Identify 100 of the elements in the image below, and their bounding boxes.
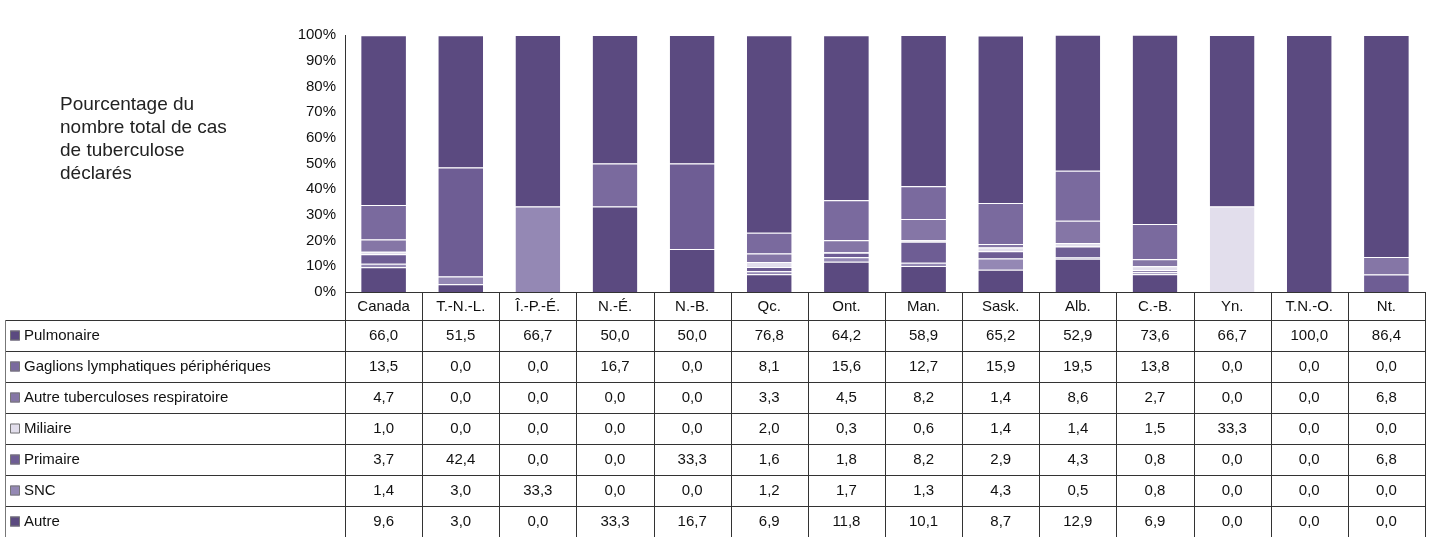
data-label: 58,9: [908, 325, 939, 343]
data-label: 2,9: [990, 449, 1012, 467]
data-label: 0,0: [1298, 480, 1320, 498]
y-tick-label: 60%: [305, 127, 336, 145]
x-tick-label: T.-N.-L.: [436, 297, 486, 315]
data-label: 0,0: [450, 387, 472, 405]
y-tick-label: 40%: [305, 179, 336, 197]
data-label: 3,0: [450, 511, 472, 529]
data-label: 1,4: [990, 418, 1012, 436]
y-tick-label: 100%: [297, 25, 336, 43]
data-label: 1,4: [373, 480, 394, 498]
data-label: 0,0: [1221, 449, 1243, 467]
data-label: 8,6: [1067, 387, 1089, 405]
data-label: 3,0: [450, 480, 472, 498]
data-label: 0,0: [1376, 480, 1397, 498]
y-tick-label: 80%: [305, 76, 336, 94]
data-label: 0,0: [527, 418, 549, 436]
data-label: 13,5: [368, 356, 399, 374]
data-label: 0,0: [604, 387, 626, 405]
data-label: 4,3: [1067, 449, 1089, 467]
legend-label: SNC: [24, 480, 56, 498]
data-label: 16,7: [677, 511, 707, 529]
data-label: 8,2: [913, 387, 934, 405]
data-label: 33,3: [600, 511, 630, 529]
data-label: 0,3: [836, 418, 857, 436]
data-label: 0,0: [1221, 356, 1243, 374]
data-label: 0,0: [1376, 356, 1397, 374]
x-tick-label: Man.: [906, 297, 941, 315]
data-label: 50,0: [677, 325, 707, 343]
data-label: 0,0: [1298, 511, 1320, 529]
data-label: 76,8: [754, 325, 784, 343]
x-tick-label: Î.-P.-É.: [514, 297, 561, 315]
data-label: 0,0: [604, 449, 626, 467]
data-label: 1,7: [836, 480, 857, 498]
data-label: 8,2: [913, 449, 934, 467]
data-label: 0,0: [1298, 356, 1320, 374]
y-tick-label: 90%: [305, 50, 336, 68]
data-label: 42,4: [446, 449, 476, 467]
data-label: 1,0: [373, 418, 394, 436]
legend-label: Miliaire: [24, 418, 72, 436]
data-label: 0,0: [527, 449, 549, 467]
data-label: 0,0: [681, 387, 703, 405]
data-label: 6,9: [1144, 511, 1166, 529]
data-label: 6,8: [1376, 387, 1397, 405]
data-label: 0,0: [604, 418, 626, 436]
data-label: 0,0: [450, 356, 472, 374]
data-label: 2,0: [758, 418, 780, 436]
data-label: 0,0: [681, 480, 703, 498]
data-label: 2,7: [1144, 387, 1166, 405]
data-label: 6,9: [758, 511, 780, 529]
data-label: 3,3: [758, 387, 780, 405]
x-tick-label: Qc.: [757, 297, 781, 315]
x-tick-label: C.-B.: [1137, 297, 1173, 315]
data-label: 4,3: [990, 480, 1012, 498]
y-tick-label: 30%: [305, 205, 336, 223]
data-label: 1,6: [758, 449, 780, 467]
data-label: 33,3: [1217, 418, 1247, 436]
legend-label: Autre tuberculoses respiratoire: [24, 387, 229, 405]
y-tick-label: 70%: [305, 102, 336, 120]
y-tick-label: 20%: [305, 230, 336, 248]
data-label: 86,4: [1371, 325, 1402, 343]
x-tick-label: N.-É.: [597, 297, 633, 315]
x-tick-label: Sask.: [981, 297, 1020, 315]
data-label: 51,5: [446, 325, 476, 343]
data-label: 0,0: [681, 418, 703, 436]
x-tick-label: Alb.: [1064, 297, 1091, 315]
data-label: 0,0: [527, 387, 549, 405]
data-label: 4,5: [836, 387, 857, 405]
y-tick-label: 10%: [305, 256, 336, 274]
data-label: 8,7: [990, 511, 1012, 529]
data-label: 8,1: [758, 356, 780, 374]
data-label: 12,9: [1063, 511, 1093, 529]
data-label: 0,6: [913, 418, 934, 436]
data-label: 12,7: [908, 356, 939, 374]
data-label: 0,0: [527, 356, 549, 374]
y-axis-title: Pourcentage du nombre total de cas de tuberculose déclarés: [60, 92, 228, 184]
y-tick-label: 0%: [314, 282, 336, 300]
data-label: 0,0: [1376, 511, 1397, 529]
data-label: 50,0: [600, 325, 630, 343]
data-label: 11,8: [832, 511, 861, 529]
data-label: 4,7: [373, 387, 394, 405]
legend-label: Gaglions lymphatiques périphériques: [24, 356, 271, 374]
data-label: 0,5: [1067, 480, 1089, 498]
data-label: 0,0: [1298, 449, 1320, 467]
data-label: 100,0: [1290, 325, 1329, 343]
data-label: 52,9: [1063, 325, 1093, 343]
data-label: 1,5: [1144, 418, 1166, 436]
y-tick-label: 50%: [305, 153, 336, 171]
data-label: 0,0: [1221, 480, 1243, 498]
data-label: 0,0: [681, 356, 703, 374]
data-label: 64,2: [831, 325, 862, 343]
data-label: 19,5: [1063, 356, 1093, 374]
data-label: 33,3: [523, 480, 553, 498]
legend-label: Primaire: [24, 449, 80, 467]
legend-label: Pulmonaire: [24, 325, 100, 343]
data-label: 0,0: [1376, 418, 1397, 436]
data-label: 66,7: [1217, 325, 1247, 343]
legend-label: Autre: [24, 511, 60, 529]
x-tick-label: Yn.: [1220, 297, 1244, 315]
data-label: 0,0: [450, 418, 472, 436]
